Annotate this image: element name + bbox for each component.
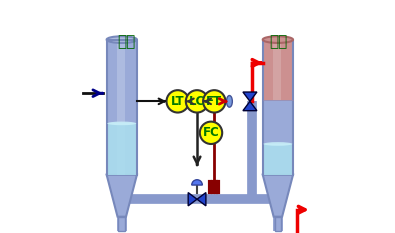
Polygon shape — [263, 175, 293, 217]
Polygon shape — [107, 175, 137, 217]
Circle shape — [167, 90, 189, 113]
Ellipse shape — [263, 142, 292, 146]
Text: 甲塔: 甲塔 — [117, 34, 135, 49]
Text: FT: FT — [206, 95, 222, 108]
Polygon shape — [263, 144, 292, 175]
Polygon shape — [273, 40, 281, 100]
Circle shape — [203, 90, 226, 113]
Wedge shape — [192, 180, 202, 185]
Polygon shape — [243, 101, 257, 111]
Ellipse shape — [263, 36, 293, 43]
Ellipse shape — [107, 122, 136, 125]
Polygon shape — [263, 100, 293, 175]
Polygon shape — [117, 40, 125, 175]
Polygon shape — [107, 123, 136, 175]
Text: LC: LC — [189, 95, 205, 108]
Ellipse shape — [107, 36, 137, 43]
Polygon shape — [197, 192, 206, 206]
Polygon shape — [275, 217, 281, 231]
Text: 乙塔: 乙塔 — [269, 34, 287, 49]
Polygon shape — [243, 92, 257, 101]
Polygon shape — [107, 40, 137, 175]
Circle shape — [186, 90, 208, 113]
Text: LT: LT — [171, 95, 184, 108]
Text: FC: FC — [203, 126, 219, 139]
Polygon shape — [118, 217, 125, 231]
Circle shape — [200, 122, 222, 144]
Polygon shape — [263, 40, 293, 100]
Polygon shape — [188, 192, 197, 206]
Ellipse shape — [226, 96, 232, 107]
